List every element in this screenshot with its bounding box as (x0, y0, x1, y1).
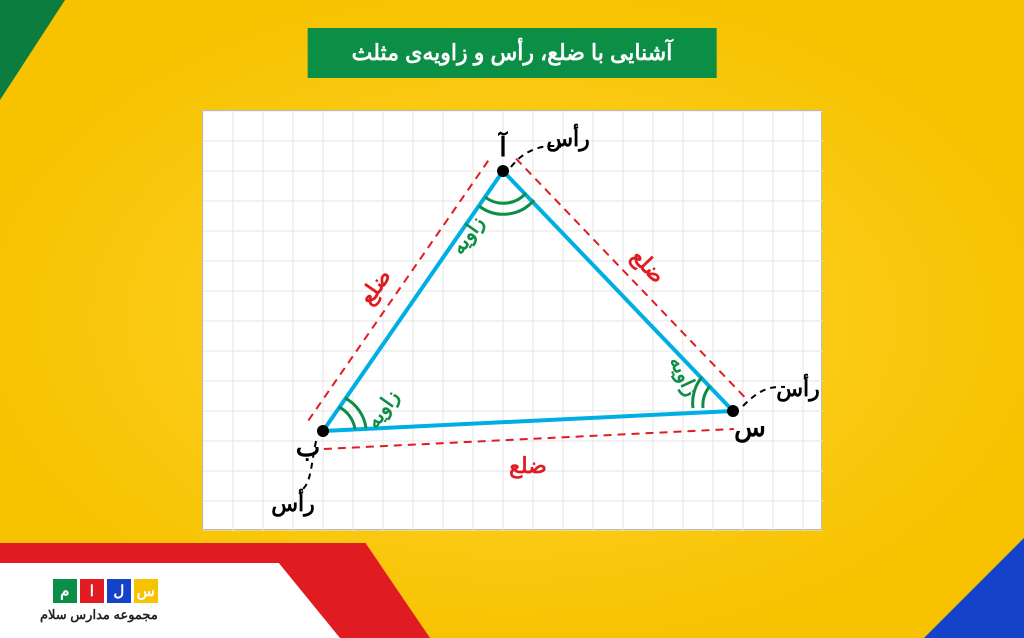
logo-letter: س (134, 579, 158, 603)
page-title: آشنایی با ضلع، رأس و زاویه‌ی مثلث (308, 28, 717, 78)
svg-text:ضلع: ضلع (509, 453, 547, 479)
logo-letter: م (53, 579, 77, 603)
logo-letter: ا (80, 579, 104, 603)
diagram-svg: آبسرأسرأسرأسضلعضلعضلعزاویهزاویهزاویه (203, 111, 823, 531)
logo-subtitle: مجموعه مدارس سلام (40, 607, 158, 623)
svg-text:آ: آ (497, 130, 508, 162)
svg-text:رأس: رأس (546, 123, 590, 152)
brand-logo: سلام مجموعه مدارس سلام (40, 579, 158, 623)
svg-text:ضلع: ضلع (626, 244, 671, 289)
svg-text:س: س (734, 412, 766, 443)
logo-letter-boxes: سلام (53, 579, 158, 603)
corner-accent-top-left (0, 0, 65, 100)
svg-text:زاویه: زاویه (447, 212, 489, 259)
svg-text:زاویه: زاویه (664, 353, 702, 400)
svg-text:رأس: رأس (271, 488, 315, 517)
triangle-diagram: آبسرأسرأسرأسضلعضلعضلعزاویهزاویهزاویه (202, 110, 822, 530)
svg-text:رأس: رأس (776, 373, 820, 402)
svg-text:ب: ب (296, 432, 320, 462)
corner-accent-bottom-right (924, 538, 1024, 638)
logo-letter: ل (107, 579, 131, 603)
